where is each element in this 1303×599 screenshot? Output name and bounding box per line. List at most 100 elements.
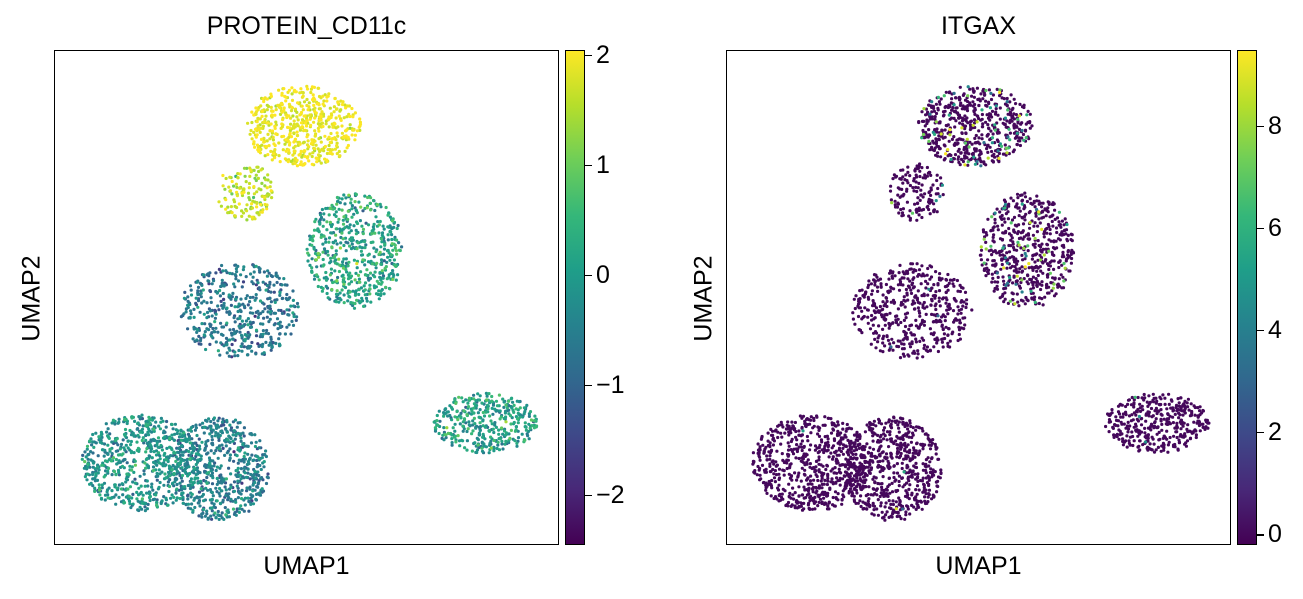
scatter-point <box>346 241 350 245</box>
scatter-point <box>884 296 888 300</box>
scatter-point <box>218 294 222 298</box>
scatter-point <box>220 281 224 285</box>
scatter-point <box>535 424 539 428</box>
scatter-point <box>199 457 203 461</box>
scatter-point <box>283 142 287 146</box>
scatter-point <box>343 202 347 206</box>
scatter-point <box>972 89 976 93</box>
scatter-point <box>1022 105 1026 110</box>
scatter-point <box>1029 278 1033 282</box>
scatter-point <box>255 465 259 469</box>
scatter-point <box>170 468 174 472</box>
scatter-point <box>923 124 927 128</box>
scatter-point <box>202 425 206 429</box>
scatter-point <box>175 482 179 487</box>
scatter-point <box>192 307 196 311</box>
scatter-point <box>303 128 307 132</box>
scatter-point <box>1026 249 1030 253</box>
scatter-point <box>262 140 266 144</box>
scatter-point <box>369 208 373 212</box>
scatter-point <box>263 453 267 457</box>
scatter-point <box>465 439 469 443</box>
scatter-point <box>988 118 992 122</box>
scatter-point <box>268 129 272 133</box>
scatter-point <box>170 447 174 452</box>
scatter-point <box>507 399 511 403</box>
scatter-point <box>898 356 903 360</box>
scatter-point <box>461 400 465 404</box>
scatter-point <box>943 319 947 323</box>
scatter-point <box>1013 260 1017 264</box>
scatter-point <box>889 184 893 188</box>
scatter-point <box>893 274 897 278</box>
scatter-point <box>190 451 194 455</box>
scatter-point <box>260 487 264 491</box>
scatter-point <box>467 420 471 424</box>
scatter-point <box>244 475 248 479</box>
scatter-point <box>391 248 395 252</box>
scatter-point <box>474 399 478 403</box>
scatter-point <box>493 421 497 425</box>
scatter-point <box>97 468 101 472</box>
scatter-point <box>210 438 214 442</box>
scatter-point <box>162 431 166 435</box>
scatter-point <box>896 193 900 197</box>
scatter-point <box>196 481 200 485</box>
scatter-point <box>200 515 204 519</box>
scatter-point <box>512 403 516 407</box>
scatter-point <box>175 487 179 491</box>
scatter-point <box>530 424 534 428</box>
scatter-point <box>280 122 284 126</box>
scatter-point <box>987 249 991 253</box>
scatter-point <box>121 493 125 497</box>
scatter-point <box>253 488 257 492</box>
scatter-point <box>242 426 246 430</box>
scatter-point <box>158 454 162 458</box>
scatter-point <box>265 186 269 190</box>
scatter-point <box>234 297 238 301</box>
scatter-point <box>979 248 984 252</box>
scatter-point <box>275 298 279 302</box>
scatter-point <box>340 124 344 128</box>
scatter-point <box>516 436 521 440</box>
scatter-point <box>995 207 999 211</box>
scatter-point <box>268 317 272 321</box>
scatter-point <box>236 479 240 483</box>
scatter-point <box>162 483 166 487</box>
scatter-point <box>154 420 158 424</box>
scatter-point <box>515 399 519 403</box>
scatter-point <box>375 279 379 283</box>
scatter-point <box>245 489 249 493</box>
scatter-point <box>147 415 151 419</box>
scatter-point <box>147 454 151 458</box>
scatter-point <box>261 124 265 128</box>
scatter-point <box>116 453 121 457</box>
scatter-point <box>926 349 930 353</box>
scatter-point <box>326 296 330 300</box>
scatter-point <box>224 176 228 181</box>
scatter-point <box>83 450 87 454</box>
scatter-point <box>191 485 195 489</box>
scatter-point <box>216 456 220 460</box>
scatter-point <box>366 253 370 257</box>
scatter-point <box>925 345 929 349</box>
scatter-point <box>172 472 176 476</box>
scatter-point <box>316 228 320 233</box>
scatter-point <box>258 463 262 468</box>
scatter-point <box>1035 279 1039 283</box>
scatter-point <box>1038 265 1042 269</box>
scatter-point <box>174 455 178 459</box>
scatter-point <box>397 248 402 252</box>
scatter-point <box>873 279 877 283</box>
scatter-point <box>462 417 467 421</box>
scatter-point <box>102 481 107 485</box>
scatter-point <box>1041 215 1046 219</box>
scatter-point <box>353 200 357 204</box>
scatter-point <box>932 345 936 349</box>
scatter-point <box>129 506 133 510</box>
scatter-point <box>136 422 140 426</box>
scatter-point <box>977 129 981 133</box>
scatter-point <box>99 433 103 437</box>
scatter-point <box>99 496 104 500</box>
scatter-point <box>377 297 381 301</box>
